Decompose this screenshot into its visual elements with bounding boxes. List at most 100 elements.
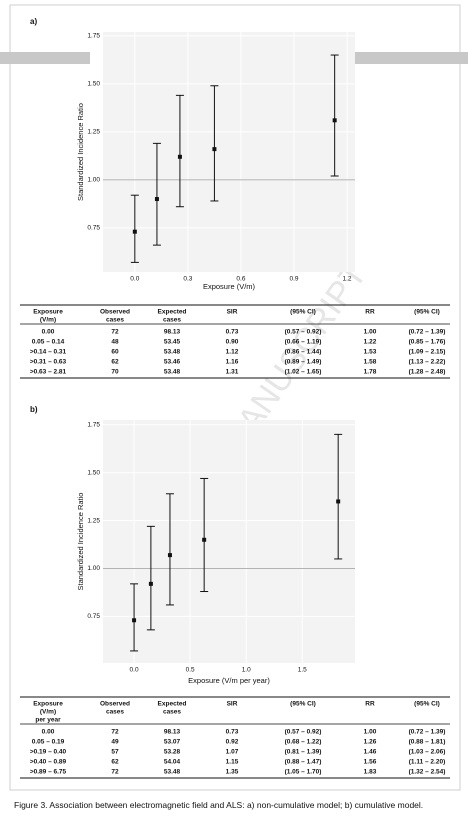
table-cell: (1.11 – 2.20) (409, 759, 446, 766)
table-cell: (0.86 – 1.44) (285, 349, 322, 356)
table-cell: 1.15 (226, 759, 239, 766)
table-cell: (0.72 – 1.39) (409, 329, 446, 336)
table-header: Exposure (33, 309, 63, 316)
table-header: cases (163, 317, 181, 324)
table-cell: 54.04 (164, 759, 181, 766)
table-cell: 0.05 – 0.14 (32, 339, 65, 346)
table-cell: (1.32 – 2.54) (409, 769, 446, 776)
table-cell: >0.89 – 6.75 (30, 769, 67, 776)
table-cell: 1.07 (226, 749, 239, 756)
table-cell: 72 (111, 769, 119, 776)
table-header: (95% CI) (290, 701, 316, 708)
x-tick-label: 0.3 (183, 276, 192, 283)
table-cell: (1.28 – 2.48) (409, 369, 446, 376)
x-tick-label: 1.0 (242, 667, 251, 674)
table-cell: 53.07 (164, 739, 181, 746)
y-tick-label: 1.25 (87, 517, 100, 524)
y-tick-label: 1.00 (87, 177, 100, 184)
table-cell: (0.89 – 1.49) (285, 359, 322, 366)
x-tick-label: 0.5 (186, 667, 195, 674)
table-cell: 53.48 (164, 349, 181, 356)
x-axis-label: Exposure (V/m) (203, 282, 256, 291)
table-header: SIR (227, 309, 238, 316)
y-tick-label: 1.75 (87, 422, 100, 429)
table-header: (V/m) (40, 317, 56, 324)
table-cell: 53.28 (164, 749, 181, 756)
x-tick-label: 1.2 (343, 276, 352, 283)
table-cell: 53.46 (164, 359, 181, 366)
x-tick-label: 0.6 (236, 276, 245, 283)
table-cell: 49 (111, 739, 119, 746)
table-header: Expected (158, 309, 187, 316)
table-header: per year (35, 717, 61, 724)
y-axis-label: Standardized Incidence Ratio (76, 493, 85, 591)
y-tick-label: 1.75 (87, 33, 100, 40)
header-bar (0, 52, 90, 64)
table-cell: 60 (111, 349, 119, 356)
table-header: (95% CI) (290, 309, 316, 316)
table-cell: >0.14 – 0.31 (30, 349, 67, 356)
table-cell: 98.13 (164, 729, 181, 736)
table-cell: 1.46 (364, 749, 377, 756)
table-cell: 53.48 (164, 369, 181, 376)
table-cell: 1.00 (364, 329, 377, 336)
panel-label: b) (30, 405, 38, 414)
y-tick-label: 1.50 (87, 81, 100, 88)
table-cell: 53.48 (164, 769, 181, 776)
table-cell: 57 (111, 749, 119, 756)
table-cell: (0.66 – 1.19) (285, 339, 322, 346)
table-cell: (0.85 – 1.76) (409, 339, 446, 346)
point (148, 581, 153, 586)
table-header: Exposure (33, 701, 63, 708)
y-tick-label: 0.75 (87, 225, 100, 232)
y-tick-label: 1.50 (87, 469, 100, 476)
panel-label: a) (30, 17, 37, 26)
table-cell: >0.63 – 2.81 (30, 369, 67, 376)
table-cell: >0.40 – 0.89 (30, 759, 67, 766)
table-header: Observed (100, 701, 130, 708)
table-cell: (1.13 – 2.22) (409, 359, 446, 366)
table-cell: 72 (111, 729, 119, 736)
table-cell: (1.03 – 2.06) (409, 749, 446, 756)
table-cell: 1.22 (364, 339, 377, 346)
table-cell: (1.02 – 1.65) (285, 369, 322, 376)
plot-area (103, 420, 355, 663)
table-cell: 0.73 (226, 729, 239, 736)
table-cell: (0.57 – 0.92) (285, 329, 322, 336)
table-cell: 1.35 (226, 769, 239, 776)
table-header: Expected (158, 701, 187, 708)
header-bar (355, 52, 468, 64)
table-cell: 1.00 (364, 729, 377, 736)
table-cell: 1.78 (364, 369, 377, 376)
table-cell: >0.31 – 0.63 (30, 359, 67, 366)
frame (9, 4, 461, 791)
table-cell: 48 (111, 339, 119, 346)
point (336, 499, 341, 504)
table-cell: 1.26 (364, 739, 377, 746)
table-cell: 1.53 (364, 349, 377, 356)
table-header: RR (365, 309, 375, 316)
point (212, 147, 217, 152)
table-cell: (0.72 – 1.39) (409, 729, 446, 736)
table-cell: (1.05 – 1.70) (285, 769, 322, 776)
y-tick-label: 1.00 (87, 565, 100, 572)
table-header: (V/m) (40, 709, 56, 716)
point (132, 229, 137, 234)
table-header: SIR (227, 701, 238, 708)
table-cell: 1.12 (226, 349, 239, 356)
x-tick-label: 0.0 (130, 667, 139, 674)
table-cell: 0.73 (226, 329, 239, 336)
table-cell: (0.88 – 1.47) (285, 759, 322, 766)
table-cell: 0.05 – 0.19 (32, 739, 65, 746)
point (132, 618, 137, 623)
point (202, 537, 207, 542)
table-cell: 53.45 (164, 339, 181, 346)
table-cell: 1.83 (364, 769, 377, 776)
point (154, 197, 159, 202)
caption: Figure 3. Association between electromag… (14, 800, 424, 810)
table-cell: 72 (111, 329, 119, 336)
table-cell: 1.58 (364, 359, 377, 366)
table-cell: (0.81 – 1.39) (285, 749, 322, 756)
